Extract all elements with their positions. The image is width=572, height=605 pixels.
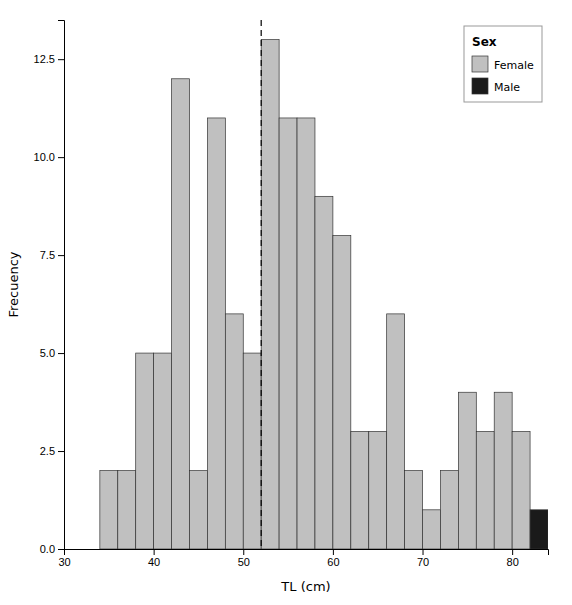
legend-item: Female xyxy=(472,56,534,72)
bar xyxy=(405,471,423,549)
tick: 80 xyxy=(507,549,519,568)
bar xyxy=(189,471,207,549)
tick: 2.5 xyxy=(40,445,64,457)
axis-line xyxy=(65,550,549,556)
series xyxy=(530,510,548,549)
bar xyxy=(261,40,279,549)
tick-label: 5.0 xyxy=(40,347,55,359)
legend-label: Female xyxy=(494,59,534,72)
bar xyxy=(440,471,458,549)
bar xyxy=(333,236,351,549)
bar xyxy=(100,471,118,549)
tick-label: 30 xyxy=(58,556,70,568)
tick-mark xyxy=(333,549,334,555)
tick-label: 10.0 xyxy=(34,151,55,163)
tick-label: 12.5 xyxy=(34,53,55,65)
tick: 5.0 xyxy=(40,347,64,359)
marks xyxy=(100,20,548,549)
bar xyxy=(351,431,369,549)
bar xyxy=(369,431,387,549)
bar xyxy=(423,510,441,549)
tick-mark xyxy=(154,549,155,555)
plot: 30 40 50 60 70 80 0.0 2.5 5.0 7.5 10.0 12.5 TL (cm) F… xyxy=(6,20,549,594)
tick-label: 60 xyxy=(327,556,339,568)
tick: 10.0 xyxy=(34,151,64,163)
legend-title: Sex xyxy=(472,35,497,49)
bar xyxy=(118,471,136,549)
bar xyxy=(136,353,154,549)
y-axis: 0.0 2.5 5.0 7.5 10.0 12.5 xyxy=(34,21,65,556)
tick-label: 50 xyxy=(238,556,250,568)
tick-mark xyxy=(58,353,64,354)
bar xyxy=(315,196,333,549)
bar xyxy=(225,314,243,549)
tick-mark xyxy=(512,549,513,555)
axis-line xyxy=(58,21,65,550)
tick-mark xyxy=(58,451,64,452)
x-axis: 30 40 50 60 70 80 xyxy=(58,549,548,568)
y-axis-title: Frecuency xyxy=(6,251,21,317)
legend-swatch xyxy=(472,56,488,72)
tick-mark xyxy=(243,549,244,555)
tick-mark xyxy=(58,59,64,60)
bar xyxy=(512,431,530,549)
legend: Sex Female Male xyxy=(464,26,542,102)
tick: 30 xyxy=(58,549,70,568)
chart: 30 40 50 60 70 80 0.0 2.5 5.0 7.5 10.0 12.5 TL (cm) F… xyxy=(0,0,572,605)
bar xyxy=(279,118,297,549)
tick-mark xyxy=(423,549,424,555)
legend-item: Male xyxy=(472,78,520,94)
bar xyxy=(154,353,172,549)
tick-label: 7.5 xyxy=(40,249,55,261)
bar xyxy=(243,353,261,549)
tick: 70 xyxy=(417,549,429,568)
tick-label: 2.5 xyxy=(40,445,55,457)
tick-label: 80 xyxy=(507,556,519,568)
bar xyxy=(494,392,512,549)
tick: 50 xyxy=(238,549,250,568)
tick: 0.0 xyxy=(40,543,64,555)
bar xyxy=(297,118,315,549)
tick-label: 40 xyxy=(148,556,160,568)
bar xyxy=(207,118,225,549)
legend-label: Male xyxy=(494,81,520,94)
bar xyxy=(172,79,190,549)
reference-line xyxy=(261,20,262,549)
bar xyxy=(387,314,405,549)
tick: 7.5 xyxy=(40,249,64,261)
tick: 12.5 xyxy=(34,53,64,65)
legend-swatch xyxy=(472,78,488,94)
x-axis-title: TL (cm) xyxy=(280,579,330,594)
series xyxy=(100,40,530,549)
tick-mark xyxy=(58,549,64,550)
bar xyxy=(530,510,548,549)
tick: 60 xyxy=(327,549,339,568)
bar xyxy=(458,392,476,549)
tick-mark xyxy=(58,157,64,158)
bar xyxy=(476,431,494,549)
tick-label: 70 xyxy=(417,556,429,568)
tick: 40 xyxy=(148,549,160,568)
tick-mark xyxy=(58,255,64,256)
legend-box xyxy=(464,26,542,102)
tick-label: 0.0 xyxy=(40,543,55,555)
